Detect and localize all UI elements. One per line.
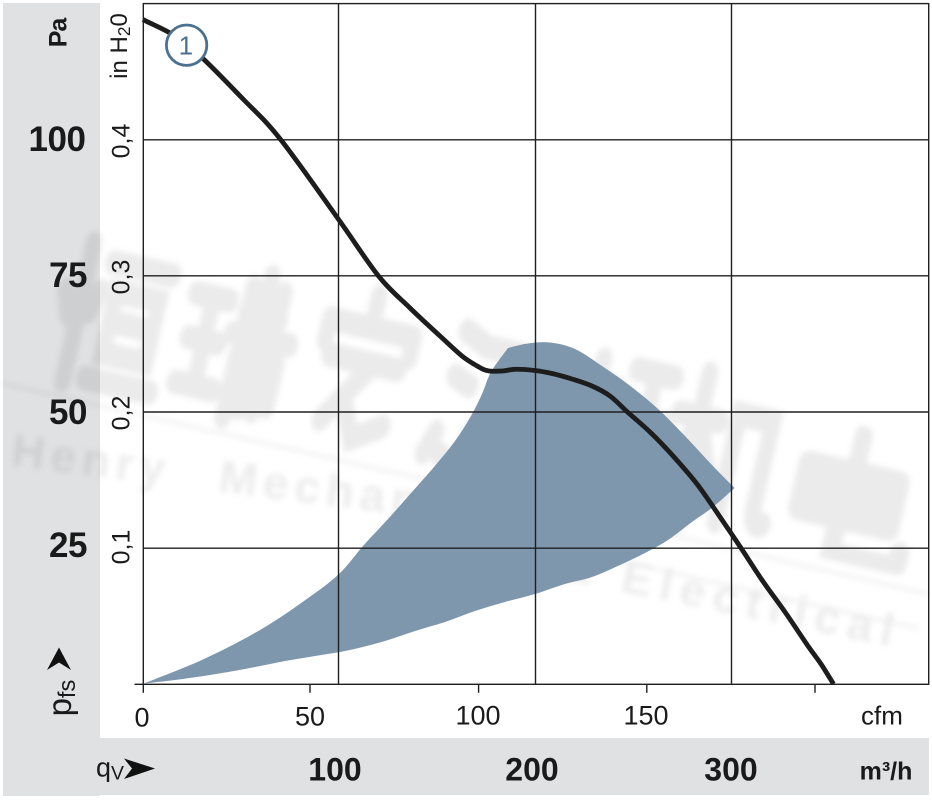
svg-text:1: 1 (179, 31, 193, 61)
